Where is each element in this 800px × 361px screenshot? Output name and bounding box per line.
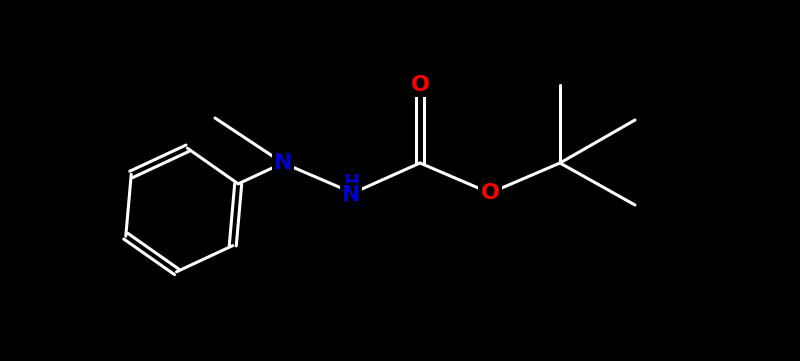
- Text: N: N: [342, 185, 360, 205]
- Text: O: O: [410, 75, 430, 95]
- Text: O: O: [481, 183, 499, 203]
- Text: N: N: [274, 153, 292, 173]
- Text: H: H: [343, 173, 359, 191]
